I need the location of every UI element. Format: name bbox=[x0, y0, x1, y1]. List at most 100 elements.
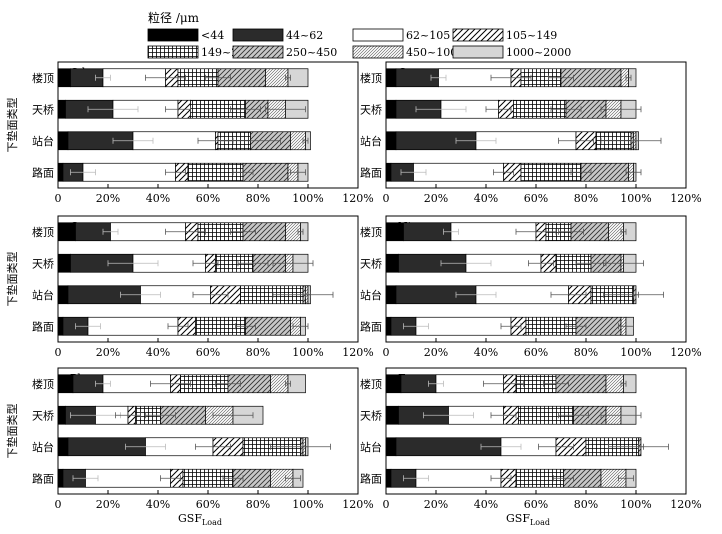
bar-segment bbox=[57, 68, 71, 88]
x-tick-label: 60% bbox=[524, 346, 548, 359]
x-tick-label: 100% bbox=[620, 498, 651, 511]
y-tick-label: 天桥 bbox=[360, 103, 382, 116]
x-tick-label: 100% bbox=[292, 346, 323, 359]
legend-label-5: 250~450 bbox=[286, 46, 337, 59]
x-tick-label: 120% bbox=[342, 192, 373, 205]
y-tick-label: 楼顶 bbox=[32, 377, 54, 391]
bar-segment bbox=[57, 437, 69, 457]
y-tick-label: 站台 bbox=[360, 288, 382, 302]
bar-segment bbox=[385, 285, 397, 305]
bar-segment bbox=[57, 222, 76, 242]
y-tick-label: 站台 bbox=[360, 440, 382, 454]
x-tick-label: 40% bbox=[474, 346, 498, 359]
y-tick-label: 站台 bbox=[32, 288, 54, 302]
x-tick-label: 20% bbox=[96, 346, 120, 359]
x-tick-label: 100% bbox=[292, 498, 323, 511]
x-tick-label: 60% bbox=[524, 498, 548, 511]
y-axis-label: 下垫面类型 bbox=[5, 404, 19, 459]
y-tick-label: 站台 bbox=[360, 134, 382, 148]
bar-segment bbox=[57, 131, 69, 151]
y-tick-label: 站台 bbox=[32, 440, 54, 454]
x-tick-label: 60% bbox=[196, 192, 220, 205]
bar-segment bbox=[57, 285, 69, 305]
y-axis-label: 下垫面类型 bbox=[5, 98, 19, 153]
x-tick-label: 120% bbox=[670, 498, 701, 511]
bar-segment bbox=[87, 316, 179, 336]
x-tick-label: 60% bbox=[524, 192, 548, 205]
x-tick-label: 40% bbox=[146, 346, 170, 359]
bar-segment bbox=[385, 99, 397, 119]
y-tick-label: 路面 bbox=[32, 320, 54, 333]
x-tick-label: 120% bbox=[670, 346, 701, 359]
y-tick-label: 站台 bbox=[32, 134, 54, 148]
x-tick-label: 80% bbox=[246, 346, 270, 359]
x-tick-label: 0 bbox=[55, 498, 62, 511]
legend-swatch-6 bbox=[352, 45, 404, 59]
bar-segment bbox=[385, 68, 397, 88]
x-tick-label: 20% bbox=[424, 346, 448, 359]
legend-label-2: 62~105 bbox=[406, 29, 450, 42]
bar-segment bbox=[385, 374, 402, 394]
y-tick-label: 路面 bbox=[360, 472, 382, 485]
x-axis-label: GSFLoad bbox=[178, 512, 222, 527]
y-tick-label: 天桥 bbox=[360, 409, 382, 422]
legend-swatch-2 bbox=[352, 28, 404, 42]
legend-swatch-7 bbox=[452, 45, 504, 59]
x-tick-label: 0 bbox=[55, 346, 62, 359]
legend-label-0: <44 bbox=[201, 29, 224, 42]
bar-segment bbox=[385, 437, 397, 457]
y-tick-label: 天桥 bbox=[32, 103, 54, 116]
x-tick-label: 100% bbox=[292, 192, 323, 205]
y-tick-label: 路面 bbox=[360, 320, 382, 333]
x-tick-label: 0 bbox=[383, 498, 390, 511]
legend-swatch-4 bbox=[147, 45, 199, 59]
bar-segment bbox=[57, 405, 66, 425]
y-tick-label: 路面 bbox=[32, 166, 54, 179]
y-tick-label: 天桥 bbox=[32, 409, 54, 422]
bar-segment bbox=[265, 68, 289, 88]
y-tick-label: 楼顶 bbox=[360, 71, 382, 85]
x-tick-label: 80% bbox=[574, 498, 598, 511]
panel-pb: Pb020%40%60%80%100%120%下垫面类型GSFLoad楼顶天桥站… bbox=[5, 367, 374, 527]
y-tick-label: 楼顶 bbox=[360, 377, 382, 391]
y-tick-label: 楼顶 bbox=[360, 225, 382, 239]
bar-segment bbox=[82, 162, 176, 182]
x-tick-label: 80% bbox=[246, 192, 270, 205]
x-tick-label: 0 bbox=[55, 192, 62, 205]
bar-segment bbox=[57, 99, 66, 119]
x-tick-label: 120% bbox=[342, 498, 373, 511]
bar-segment bbox=[57, 253, 71, 273]
legend-title: 粒径 /μm bbox=[148, 10, 200, 25]
bar-segment bbox=[385, 162, 392, 182]
y-tick-label: 楼顶 bbox=[32, 225, 54, 239]
x-tick-label: 60% bbox=[196, 498, 220, 511]
legend-swatch-5 bbox=[232, 45, 284, 59]
bar-segment bbox=[57, 374, 74, 394]
bar-segment bbox=[385, 222, 404, 242]
legend-label-3: 105~149 bbox=[506, 29, 557, 42]
x-tick-label: 80% bbox=[574, 192, 598, 205]
x-tick-label: 120% bbox=[670, 192, 701, 205]
x-tick-label: 0 bbox=[383, 346, 390, 359]
y-tick-label: 天桥 bbox=[360, 257, 382, 270]
bar-segment bbox=[413, 162, 504, 182]
legend-swatch-3 bbox=[452, 28, 504, 42]
bar-segment bbox=[57, 468, 64, 488]
x-tick-label: 40% bbox=[146, 498, 170, 511]
x-tick-label: 100% bbox=[620, 346, 651, 359]
y-tick-label: 天桥 bbox=[32, 257, 54, 270]
y-axis-label: 下垫面类型 bbox=[5, 252, 19, 307]
bar-segment bbox=[287, 68, 309, 88]
bar-segment bbox=[57, 316, 64, 336]
x-tick-label: 40% bbox=[146, 192, 170, 205]
legend-swatch-1 bbox=[232, 28, 284, 42]
x-tick-label: 60% bbox=[196, 346, 220, 359]
x-tick-label: 20% bbox=[96, 192, 120, 205]
y-tick-label: 路面 bbox=[360, 166, 382, 179]
x-tick-label: 20% bbox=[96, 498, 120, 511]
x-tick-label: 20% bbox=[424, 192, 448, 205]
